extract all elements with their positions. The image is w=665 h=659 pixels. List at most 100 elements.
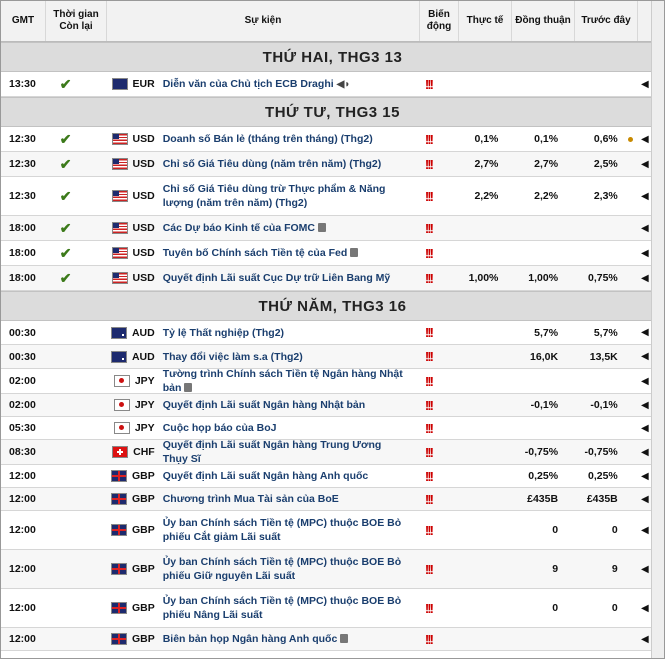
event-row[interactable]: 12:00 GBP Chương trình Mua Tài sản của BoE…: [1, 488, 664, 511]
event-row[interactable]: 12:30 ✔ USD Doanh số Bán lẻ (tháng trên thá…: [1, 127, 664, 152]
event-name[interactable]: Ủy ban Chính sách Tiền tệ (MPC) thuộc BO…: [162, 517, 402, 543]
previous-value: 2,5%: [593, 158, 618, 170]
event-row[interactable]: 12:00 GBP Biên bản họp Ngân hàng Anh quốc!…: [1, 628, 664, 651]
expand-arrow-icon[interactable]: ◀: [641, 493, 649, 505]
event-name-cell[interactable]: Chương trình Mua Tài sản của BoE: [157, 492, 412, 506]
eur-flag-icon: [111, 78, 128, 90]
event-name-cell[interactable]: Chỉ số Giá Tiêu dùng (năm trên năm) (Thg…: [157, 157, 412, 171]
event-row[interactable]: 12:00 GBP Ủy ban Chính sách Tiền tệ (MPC) …: [1, 511, 664, 550]
event-row[interactable]: 08:30 CHF Quyết định Lãi suất Ngân hàng Tr…: [1, 438, 664, 466]
event-name-cell[interactable]: Cuộc họp báo của BoJ: [157, 421, 412, 435]
event-name-cell[interactable]: Các Dự báo Kinh tế của FOMC: [157, 221, 412, 235]
gbp-flag-icon: [110, 633, 127, 645]
event-row[interactable]: 18:00 ✔ USD Tuyên bố Chính sách Tiền tệ của…: [1, 241, 664, 266]
event-row[interactable]: 00:30 AUD Thay đổi việc làm s.a (Thg2)!!! 1…: [1, 345, 664, 369]
expand-arrow-icon[interactable]: ◀: [641, 78, 649, 90]
event-name[interactable]: Quyết định Lãi suất Ngân hàng Anh quốc: [162, 470, 369, 482]
actual-value: 2,2%: [474, 190, 499, 202]
completed-cell: ✔: [44, 245, 88, 262]
currency-code: GBP: [131, 602, 155, 614]
event-name-cell[interactable]: Doanh số Bán lẻ (tháng trên tháng) (Thg2…: [157, 132, 412, 146]
event-row[interactable]: 18:00 ✔ USD Các Dự báo Kinh tế của FOMC!!! ◀: [1, 216, 664, 241]
event-row[interactable]: 12:00 GBP Ủy ban Chính sách Tiền tệ (MPC) …: [1, 550, 664, 589]
event-name[interactable]: Quyết định Lãi suất Ngân hàng Nhật bản: [162, 399, 366, 411]
consensus-value: 9: [552, 563, 559, 575]
expand-arrow-icon[interactable]: ◀: [641, 446, 649, 458]
event-time: 02:00: [9, 399, 36, 411]
expand-arrow-icon[interactable]: ◀: [641, 375, 649, 387]
event-name-cell[interactable]: Ủy ban Chính sách Tiền tệ (MPC) thuộc BO…: [157, 516, 412, 544]
expand-arrow-icon[interactable]: ◀: [641, 633, 649, 645]
consensus-value: 0,1%: [534, 133, 559, 145]
document-icon: [318, 223, 326, 232]
event-name[interactable]: Ủy ban Chính sách Tiền tệ (MPC) thuộc BO…: [162, 595, 402, 621]
event-name-cell[interactable]: Tỷ lệ Thất nghiệp (Thg2): [157, 326, 412, 340]
event-name[interactable]: Chương trình Mua Tài sản của BoE: [162, 493, 339, 505]
event-name[interactable]: Tường trình Chính sách Tiền tệ Ngân hàng…: [162, 368, 403, 394]
event-name[interactable]: Các Dự báo Kinh tế của FOMC: [162, 222, 315, 234]
currency-code: GBP: [131, 524, 155, 536]
event-name[interactable]: Ủy ban Chính sách Tiền tệ (MPC) thuộc BO…: [162, 556, 402, 582]
event-row[interactable]: 12:00 GBP Quyết định Lãi suất Ngân hàng An…: [1, 465, 664, 488]
expand-arrow-icon[interactable]: ◀: [641, 327, 649, 338]
event-name[interactable]: Quyết định Lãi suất Cục Dự trữ Liên Bang…: [162, 272, 391, 284]
event-name-cell[interactable]: Tuyên bố Chính sách Tiền tệ của Fed: [157, 246, 412, 260]
event-name-cell[interactable]: Biên bản họp Ngân hàng Anh quốc: [157, 632, 412, 646]
event-row[interactable]: 12:30 ✔ USD Chỉ số Giá Tiêu dùng trừ Thực p…: [1, 177, 664, 216]
expand-arrow-icon[interactable]: ◀: [641, 133, 649, 145]
expand-arrow-icon[interactable]: ◀: [641, 272, 649, 284]
actual-value: 2,7%: [474, 158, 499, 170]
checkmark-icon: ✔: [59, 244, 72, 261]
event-row[interactable]: 02:00 JPY Quyết định Lãi suất Ngân hàng Nh…: [1, 394, 664, 417]
consensus-value: -0,1%: [530, 399, 559, 411]
expand-arrow-icon[interactable]: ◀: [641, 190, 649, 202]
event-name-cell[interactable]: Tường trình Chính sách Tiền tệ Ngân hàng…: [157, 367, 412, 395]
event-name-cell[interactable]: Quyết định Lãi suất Cục Dự trữ Liên Bang…: [157, 271, 412, 285]
event-name-cell[interactable]: Diễn văn của Chủ tịch ECB Draghi ◀◗: [157, 77, 412, 92]
expand-arrow-icon[interactable]: ◀: [641, 563, 649, 575]
expand-arrow-icon[interactable]: ◀: [641, 524, 649, 536]
event-name[interactable]: Chỉ số Giá Tiêu dùng (năm trên năm) (Thg…: [162, 158, 382, 170]
currency-code: GBP: [131, 633, 155, 645]
event-name-cell[interactable]: Quyết định Lãi suất Ngân hàng Nhật bản: [157, 398, 412, 412]
vertical-scrollbar[interactable]: [651, 1, 664, 658]
event-time: 08:30: [9, 446, 36, 458]
event-name[interactable]: Thay đổi việc làm s.a (Thg2): [162, 350, 303, 363]
expand-arrow-icon[interactable]: ◀: [641, 470, 649, 482]
event-name-cell[interactable]: Quyết định Lãi suất Ngân hàng Trung Ương…: [157, 438, 412, 466]
event-row[interactable]: 18:00 ✔ USD Quyết định Lãi suất Cục Dự trữ …: [1, 266, 664, 291]
event-row[interactable]: 00:30 AUD Tỷ lệ Thất nghiệp (Thg2)!!! 5,7% 5…: [1, 321, 664, 345]
event-name[interactable]: Biên bản họp Ngân hàng Anh quốc: [162, 633, 338, 645]
event-name-cell[interactable]: Quyết định Lãi suất Ngân hàng Anh quốc: [157, 469, 412, 483]
event-name[interactable]: Quyết định Lãi suất Ngân hàng Trung Ương…: [162, 439, 382, 465]
impact-high-icon: !!!: [424, 468, 434, 484]
impact-high-icon: !!!: [424, 561, 434, 577]
gbp-flag-icon: [110, 563, 127, 575]
expand-arrow-icon[interactable]: ◀: [641, 602, 649, 614]
event-name[interactable]: Chỉ số Giá Tiêu dùng trừ Thực phẩm & Năn…: [162, 183, 386, 209]
event-row[interactable]: 05:30 JPY Cuộc họp báo của BoJ!!! ◀: [1, 417, 664, 440]
event-row[interactable]: 12:30 ✔ USD Chỉ số Giá Tiêu dùng (năm trên …: [1, 152, 664, 177]
event-name-cell[interactable]: Ủy ban Chính sách Tiền tệ (MPC) thuộc BO…: [157, 594, 412, 622]
event-name[interactable]: Cuộc họp báo của BoJ: [162, 422, 277, 434]
event-row[interactable]: 12:00 GBP Ủy ban Chính sách Tiền tệ (MPC) …: [1, 589, 664, 628]
expand-arrow-icon[interactable]: ◀: [641, 247, 649, 259]
event-row[interactable]: 02:00 JPY Tường trình Chính sách Tiền tệ N…: [1, 367, 664, 395]
impact-high-icon: !!!: [424, 373, 434, 389]
event-row[interactable]: 13:30 ✔ EUR Diễn văn của Chủ tịch ECB Dragh…: [1, 72, 664, 97]
expand-arrow-icon[interactable]: ◀: [641, 351, 649, 362]
expand-arrow-icon[interactable]: ◀: [641, 158, 649, 170]
event-name[interactable]: Doanh số Bán lẻ (tháng trên tháng) (Thg2…: [162, 133, 373, 145]
expand-arrow-icon[interactable]: ◀: [641, 222, 649, 234]
event-time: 02:00: [9, 375, 36, 387]
impact-high-icon: !!!: [424, 600, 434, 616]
expand-arrow-icon[interactable]: ◀: [641, 399, 649, 411]
event-name[interactable]: Tỷ lệ Thất nghiệp (Thg2): [162, 326, 285, 339]
event-name-cell[interactable]: Thay đổi việc làm s.a (Thg2): [157, 350, 412, 364]
event-name[interactable]: Tuyên bố Chính sách Tiền tệ của Fed: [162, 247, 348, 259]
event-name-cell[interactable]: Chỉ số Giá Tiêu dùng trừ Thực phẩm & Năn…: [157, 182, 412, 210]
event-name[interactable]: Diễn văn của Chủ tịch ECB Draghi: [162, 77, 334, 90]
event-time: 12:00: [9, 633, 36, 645]
expand-arrow-icon[interactable]: ◀: [641, 422, 649, 434]
event-name-cell[interactable]: Ủy ban Chính sách Tiền tệ (MPC) thuộc BO…: [157, 555, 412, 583]
